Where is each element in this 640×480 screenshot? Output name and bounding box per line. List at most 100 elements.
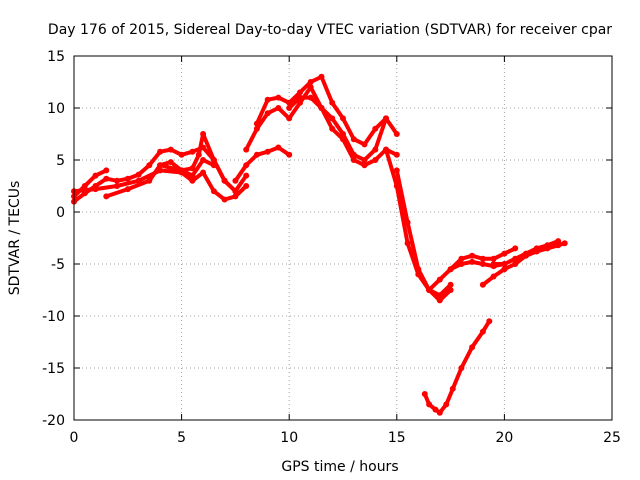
data-point — [449, 385, 456, 392]
data-point — [124, 186, 131, 193]
data-point — [533, 245, 540, 252]
data-point — [157, 148, 164, 155]
x-axis: 0 5 10 15 20 25 — [70, 56, 621, 446]
data-point — [200, 131, 207, 137]
data-point — [221, 196, 228, 203]
data-point — [189, 172, 196, 179]
chart-title: Day 176 of 2015, Sidereal Day-to-day VTE… — [48, 22, 612, 38]
y-tick-label: -10 — [42, 309, 65, 325]
x-tick-label: 15 — [388, 430, 406, 446]
data-point — [479, 281, 486, 288]
x-tick-label: 5 — [177, 430, 186, 446]
data-point — [436, 297, 443, 304]
data-point — [393, 183, 400, 189]
x-axis-label: GPS time / hours — [281, 459, 398, 475]
data-point — [81, 183, 88, 189]
y-tick-label: 15 — [47, 49, 65, 65]
data-point — [243, 183, 250, 189]
data-point — [361, 157, 368, 163]
data-point — [92, 172, 99, 179]
data-point — [253, 151, 260, 158]
data-point — [479, 255, 486, 262]
data-point — [490, 255, 497, 262]
data-point — [275, 144, 282, 151]
data-point — [200, 157, 207, 163]
data-point — [447, 281, 454, 288]
data-point — [372, 146, 379, 153]
data-point — [512, 245, 519, 252]
x-tick-label: 0 — [70, 430, 79, 446]
data-point — [232, 193, 239, 200]
grid — [74, 56, 612, 420]
x-tick-label: 10 — [280, 430, 298, 446]
data-point — [103, 175, 110, 182]
data-point — [522, 250, 529, 257]
data-point — [286, 151, 293, 158]
series-line-9 — [287, 95, 388, 162]
data-point — [501, 266, 508, 273]
data-point — [243, 172, 250, 179]
data-point — [458, 261, 465, 267]
data-point — [436, 409, 443, 416]
data-point — [393, 167, 400, 174]
data-point — [210, 157, 217, 163]
data-point — [124, 175, 131, 182]
data-point — [103, 193, 110, 200]
data-point — [490, 273, 497, 280]
data-point — [178, 167, 185, 174]
x-tick-label: 20 — [495, 430, 513, 446]
data-point — [372, 157, 379, 163]
x-tick-label: 25 — [603, 430, 621, 446]
y-tick-label: 0 — [56, 205, 65, 221]
series-group — [71, 73, 568, 416]
data-point — [232, 177, 239, 184]
data-point — [318, 73, 325, 80]
data-point — [512, 255, 519, 262]
data-point — [167, 159, 174, 166]
data-point — [275, 94, 282, 101]
data-point — [561, 240, 568, 247]
data-point — [443, 401, 450, 408]
y-tick-label: 10 — [47, 101, 65, 117]
data-point — [404, 240, 411, 247]
data-point — [329, 99, 336, 106]
data-point — [243, 146, 250, 153]
data-point — [372, 125, 379, 132]
data-point — [275, 105, 282, 111]
data-point — [393, 131, 400, 137]
data-point — [426, 287, 433, 293]
data-point — [490, 261, 497, 267]
data-point — [421, 391, 428, 397]
data-point — [361, 162, 368, 169]
data-point — [329, 115, 336, 122]
data-point — [436, 292, 443, 299]
y-tick-label: 5 — [56, 153, 65, 169]
data-point — [340, 131, 346, 137]
data-point — [486, 318, 493, 325]
data-point — [501, 261, 508, 267]
data-point — [264, 110, 271, 117]
data-point — [264, 96, 271, 103]
data-point — [307, 94, 314, 101]
data-point — [426, 401, 433, 408]
data-point — [135, 171, 142, 178]
data-point — [544, 242, 551, 249]
data-point — [189, 148, 196, 155]
data-point — [253, 120, 260, 127]
data-point — [318, 105, 325, 111]
data-point — [432, 406, 439, 413]
data-point — [297, 94, 303, 101]
data-point — [210, 188, 217, 195]
data-point — [501, 250, 508, 257]
data-point — [469, 344, 476, 351]
data-point — [200, 169, 207, 176]
data-point — [350, 157, 357, 163]
y-axis: -20 -15 -10 -5 0 5 10 15 — [42, 49, 612, 429]
data-point — [555, 238, 562, 245]
data-point — [103, 167, 110, 174]
plot-frame — [73, 55, 613, 421]
data-point — [393, 151, 400, 158]
y-tick-label: -20 — [42, 413, 65, 429]
data-point — [361, 141, 368, 148]
